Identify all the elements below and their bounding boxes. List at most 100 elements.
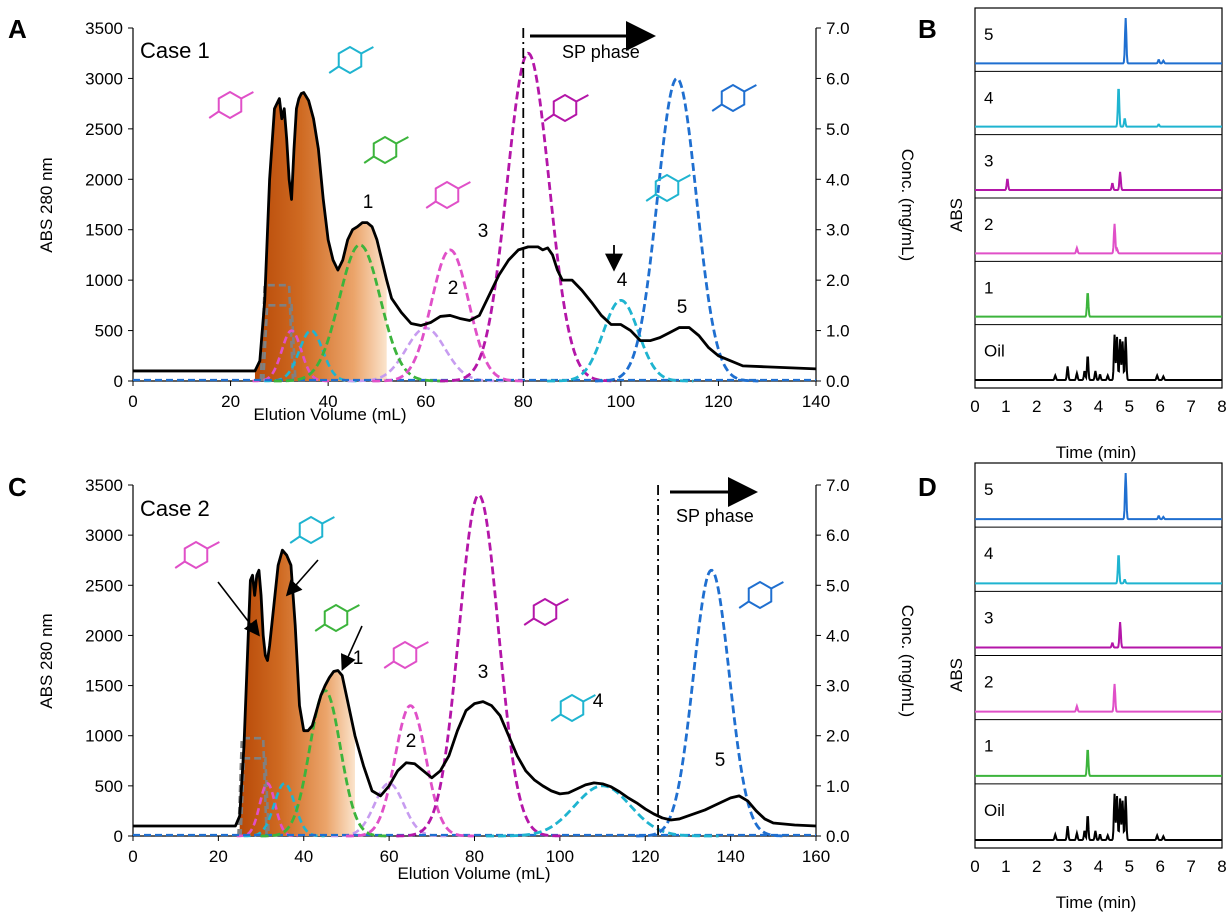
chart-a-plot: 05001000150020002500300035000.01.02.03.0… [85, 19, 849, 411]
abs-trace-line [133, 91, 817, 373]
x-tick-label: 0 [128, 847, 137, 866]
molecule-structure-icon [372, 135, 398, 165]
x-tick-label: 4 [1094, 397, 1103, 416]
x-tick-label: 4 [1094, 857, 1103, 876]
molecule-structure-icon [720, 83, 746, 113]
molecule-structure-icon [392, 640, 418, 670]
molecule-structure-icon-chain [206, 541, 220, 550]
y-tick-label: 3500 [85, 476, 123, 495]
peak-number-4: 4 [617, 270, 628, 291]
x-tick-label: 3 [1063, 857, 1072, 876]
chart-d-plot: 5 4 3 2 1 Oil 0 1 2 3 4 5 6 7 8 [970, 462, 1227, 876]
trace-line-5 [975, 17, 1222, 65]
x-tick-label: 20 [209, 847, 228, 866]
x-tick-label: 140 [802, 392, 830, 411]
x-tick-label: 8 [1217, 397, 1226, 416]
trace-label-1: 1 [984, 278, 993, 297]
x-tick-label: 20 [221, 392, 240, 411]
peak-number-5: 5 [715, 750, 726, 771]
x-tick-label: 0 [128, 392, 137, 411]
y2-tick-label: 0.0 [826, 827, 850, 846]
molecule-structure-icon-sub [738, 600, 750, 609]
trace-label-4: 4 [984, 88, 993, 107]
panel-letter-b: B [918, 14, 937, 44]
series-peak-4 [547, 298, 694, 383]
x-tick-label: 40 [294, 847, 313, 866]
abs-fill-area [254, 92, 387, 381]
trace-line-Oil [975, 334, 1222, 382]
trace-line-Oil [975, 793, 1222, 842]
series-peak-3 [396, 493, 561, 838]
x-tick-label: 100 [607, 392, 635, 411]
y2-tick-label: 4.0 [826, 626, 850, 645]
molecule-structure-icon [323, 603, 349, 633]
series-peak-2 [372, 248, 528, 383]
y-tick-label: 3500 [85, 19, 123, 38]
trace-line-3 [975, 622, 1222, 649]
x-axis-label-c: Elution Volume (mL) [397, 864, 550, 883]
series-peak-5 [636, 568, 787, 838]
y2-tick-label: 1.0 [826, 777, 850, 796]
molecule-structure-icon [298, 515, 324, 545]
y-axis-label-d: ABS [947, 658, 966, 692]
sp-phase-label-a: SP phase [562, 42, 640, 62]
series-peak-1 [273, 243, 446, 383]
y-axis-label-a: ABS 280 nm [37, 157, 56, 252]
molecule-structure-icon-chain [457, 181, 471, 190]
y2-tick-label: 7.0 [826, 19, 850, 38]
panel-letter-c: C [8, 472, 27, 502]
molecule-structure-icon-sub [383, 660, 395, 669]
abs-trace-line [133, 548, 817, 828]
y2-tick-label: 6.0 [826, 69, 850, 88]
sp-phase-label-c: SP phase [676, 506, 754, 526]
y-tick-label: 500 [95, 777, 123, 796]
peak-number-1: 1 [353, 648, 364, 669]
molecule-structure-icon [559, 693, 585, 723]
panel-letter-a: A [8, 14, 27, 44]
molecular-structures [174, 45, 784, 723]
chart-b-plot: 5 4 3 2 1 Oil 0 1 2 3 4 5 6 7 8 [970, 7, 1227, 416]
y-axis-label-c: ABS 280 nm [37, 613, 56, 708]
molecule-structure-icon-sub [425, 200, 437, 209]
y2-tick-label: 7.0 [826, 476, 850, 495]
x-tick-label: 2 [1032, 397, 1041, 416]
peak-number-2: 2 [406, 731, 417, 752]
trace-label-5: 5 [984, 25, 993, 44]
x-axis-label-d: Time (min) [1056, 893, 1137, 912]
trace-label-Oil: Oil [984, 801, 1005, 820]
peak-number-3: 3 [478, 662, 489, 683]
x-tick-label: 1 [1001, 397, 1010, 416]
x-axis-label-b: Time (min) [1056, 443, 1137, 462]
x-tick-label: 8 [1217, 857, 1226, 876]
x-tick-label: 6 [1156, 397, 1165, 416]
x-tick-label: 6 [1156, 857, 1165, 876]
trace-label-Oil: Oil [984, 342, 1005, 361]
trace-line-2 [975, 683, 1222, 713]
molecule-structure-icon-chain [770, 581, 784, 590]
y2-tick-label: 0.0 [826, 372, 850, 391]
panel-a: A 05001000150020002500300035000.01.02.03… [8, 14, 917, 424]
trace-label-4: 4 [984, 544, 993, 563]
y-tick-label: 1500 [85, 221, 123, 240]
x-tick-label: 3 [1063, 397, 1072, 416]
x-tick-label: 80 [465, 847, 484, 866]
molecule-structure-icon-chain [575, 94, 589, 103]
panel-b: B 5 4 3 2 1 Oil 0 1 2 3 4 5 6 7 8 Time (min) ABS [918, 7, 1227, 462]
x-tick-label: 100 [546, 847, 574, 866]
series-peak-2 [345, 704, 474, 838]
trace-line-1 [975, 293, 1222, 318]
case-label-a: Case 1 [140, 38, 210, 63]
molecule-structure-icon-chain [346, 604, 360, 613]
trace-label-2: 2 [984, 215, 993, 234]
y2-tick-label: 5.0 [826, 120, 850, 139]
molecule-structure-icon-sub [328, 65, 340, 74]
y2-axis-label-a: Conc. (mg/mL) [898, 149, 917, 261]
y-tick-label: 3000 [85, 526, 123, 545]
trace-line-4 [975, 88, 1222, 128]
y2-tick-label: 3.0 [826, 221, 850, 240]
molecule-structure-icon-sub [363, 155, 375, 164]
y2-tick-label: 1.0 [826, 322, 850, 341]
y-tick-label: 0 [114, 827, 123, 846]
y-tick-label: 3000 [85, 69, 123, 88]
y2-tick-label: 2.0 [826, 727, 850, 746]
